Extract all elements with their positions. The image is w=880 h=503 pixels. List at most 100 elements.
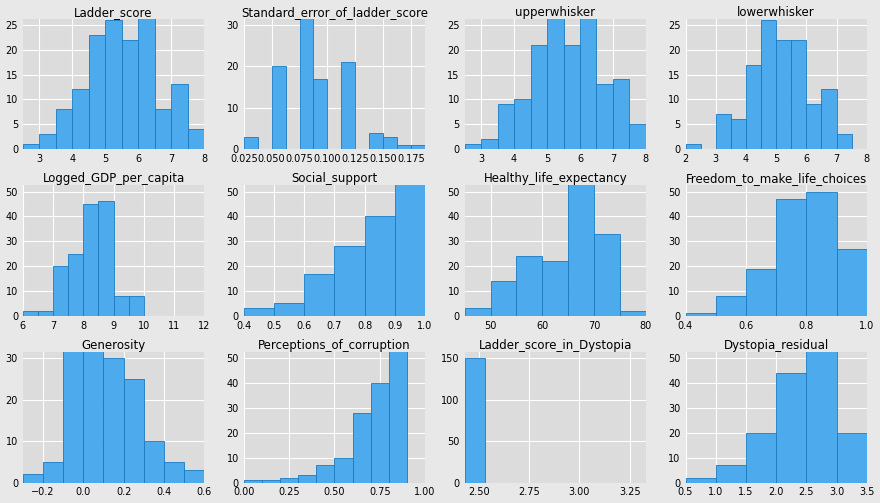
Bar [594,234,620,316]
Bar [465,358,485,482]
Bar [383,137,397,149]
Bar [563,45,580,149]
Bar [397,145,411,149]
Bar [370,132,383,149]
Bar [84,333,104,482]
Bar [341,62,356,149]
Bar [334,246,364,316]
Bar [837,433,867,482]
Title: Logged_GDP_per_capita: Logged_GDP_per_capita [42,173,185,185]
Bar [686,313,715,316]
Bar [128,296,143,316]
Bar [531,45,547,149]
Bar [106,20,121,149]
Bar [411,145,425,149]
Bar [370,383,389,482]
Bar [761,20,776,149]
Bar [184,470,204,482]
Bar [84,204,99,316]
Title: Perceptions_of_corruption: Perceptions_of_corruption [258,339,411,352]
Bar [568,184,594,316]
Bar [497,104,514,149]
Bar [353,413,370,482]
Bar [63,333,84,482]
Bar [123,379,143,482]
Bar [274,303,304,316]
Bar [138,15,155,149]
Bar [262,480,280,482]
Bar [334,458,353,482]
Title: Dystopia_residual: Dystopia_residual [723,339,829,352]
Bar [613,79,629,149]
Bar [299,4,313,149]
Bar [364,216,395,316]
Bar [143,441,164,482]
Bar [580,15,597,149]
Bar [23,474,43,482]
Bar [514,100,531,149]
Title: Standard_error_of_ladder_score: Standard_error_of_ladder_score [241,6,428,19]
Bar [43,462,63,482]
Bar [187,129,204,149]
Bar [53,266,69,316]
Bar [72,90,89,149]
Bar [629,124,646,149]
Bar [837,134,852,149]
Bar [547,15,563,149]
Bar [69,254,84,316]
Bar [776,40,791,149]
Title: Freedom_to_make_life_choices: Freedom_to_make_life_choices [686,173,867,185]
Bar [806,192,837,316]
Bar [465,144,481,149]
Bar [746,269,776,316]
Bar [620,311,646,316]
Bar [389,346,407,482]
Bar [597,85,613,149]
Bar [746,64,761,149]
Bar [715,465,746,482]
Bar [316,465,334,482]
Bar [490,281,517,316]
Bar [730,119,746,149]
Bar [313,78,327,149]
Title: Ladder_score: Ladder_score [74,6,153,19]
Bar [164,462,184,482]
Bar [38,311,53,316]
Bar [155,109,172,149]
Bar [821,90,837,149]
Bar [280,478,298,482]
Bar [23,311,38,316]
Bar [686,478,715,482]
Bar [806,346,837,482]
Bar [481,139,497,149]
Bar [715,296,746,316]
Bar [298,475,316,482]
Bar [776,373,806,482]
Bar [686,144,700,149]
Bar [517,256,542,316]
Bar [244,137,258,149]
Bar [99,202,114,316]
Bar [304,274,334,316]
Bar [806,104,821,149]
Title: lowerwhisker: lowerwhisker [737,6,815,19]
Bar [395,179,425,316]
Bar [244,480,262,482]
Bar [715,114,730,149]
Bar [837,248,867,316]
Title: upperwhisker: upperwhisker [515,6,596,19]
Bar [542,261,568,316]
Bar [89,35,106,149]
Bar [40,134,55,149]
Bar [23,144,40,149]
Bar [272,66,286,149]
Title: Healthy_life_expectancy: Healthy_life_expectancy [483,173,627,185]
Bar [776,199,806,316]
Bar [244,308,274,316]
Bar [172,85,187,149]
Bar [121,40,138,149]
Bar [746,433,776,482]
Bar [791,40,806,149]
Bar [114,296,128,316]
Title: Social_support: Social_support [291,173,378,185]
